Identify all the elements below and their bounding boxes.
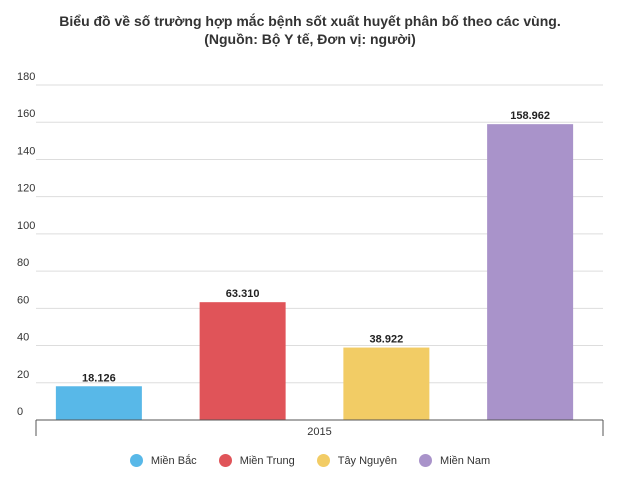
legend-label: Miền Bắc bbox=[150, 454, 197, 467]
bar-miền-bắc bbox=[55, 386, 142, 420]
legend-item: Miền Nam bbox=[419, 454, 490, 467]
y-tick-label: 40 bbox=[17, 332, 29, 344]
y-tick-label: 80 bbox=[17, 257, 29, 269]
legend-label: Miền Nam bbox=[440, 454, 491, 467]
legend-swatch bbox=[218, 454, 232, 467]
y-tick-label: 20 bbox=[17, 369, 29, 381]
chart-subtitle: (Nguồn: Bộ Y tế, Đơn vị: người) bbox=[204, 31, 416, 47]
legend-item: Tây Nguyên bbox=[316, 454, 398, 467]
y-tick-label: 60 bbox=[17, 294, 29, 306]
y-tick-label: 140 bbox=[17, 145, 35, 157]
chart-title-block: Biểu đồ về số trường hợp mắc bệnh sốt xu… bbox=[0, 12, 620, 48]
y-tick-label: 120 bbox=[17, 183, 35, 195]
bar-miền-nam bbox=[487, 124, 574, 420]
data-label: 158.962 bbox=[510, 110, 550, 122]
y-tick-label: 0 bbox=[17, 406, 23, 418]
chart-legend: Miền Bắc Miền Trung Tây Nguyên Miền Nam bbox=[0, 454, 620, 467]
legend-swatch bbox=[129, 454, 143, 467]
legend-label: Miền Trung bbox=[239, 454, 295, 467]
legend-swatch bbox=[316, 454, 330, 467]
y-tick-label: 180 bbox=[17, 71, 35, 83]
chart-title: Biểu đồ về số trường hợp mắc bệnh sốt xu… bbox=[59, 13, 561, 29]
y-tick-label: 100 bbox=[17, 220, 35, 232]
data-label: 63.310 bbox=[226, 288, 260, 300]
legend-item: Miền Trung bbox=[218, 454, 295, 467]
data-label: 18.126 bbox=[82, 372, 116, 384]
bar-miền-trung bbox=[199, 302, 286, 420]
legend-label: Tây Nguyên bbox=[337, 454, 398, 467]
data-label: 38.922 bbox=[370, 334, 404, 346]
legend-item: Miền Bắc bbox=[129, 454, 197, 467]
bar-chart: 0 20 40 60 80 100 120 140 160 180 18.126 63.310 38.9… bbox=[17, 71, 604, 438]
legend-swatch bbox=[419, 454, 433, 467]
bar-tây-nguyên bbox=[343, 347, 430, 420]
y-tick-label: 160 bbox=[17, 108, 35, 120]
x-tick-label: 2015 bbox=[307, 426, 331, 438]
